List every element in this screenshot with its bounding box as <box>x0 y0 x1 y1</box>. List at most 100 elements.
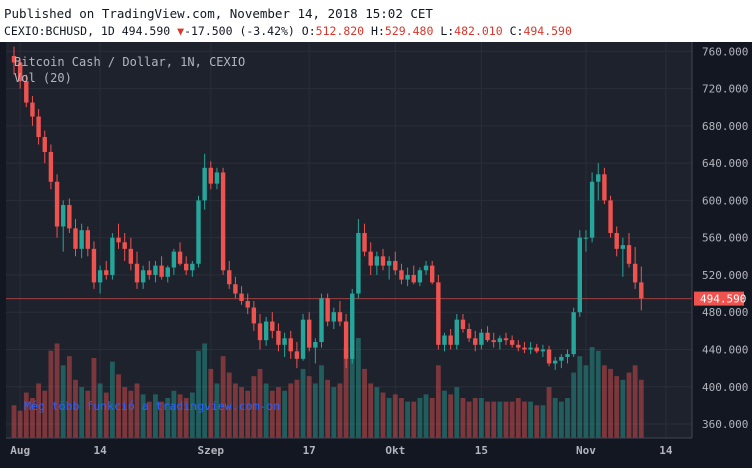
volume-bar <box>177 394 183 438</box>
candle-body <box>411 274 416 283</box>
volume-bar <box>202 343 208 438</box>
volume-bar <box>356 338 361 438</box>
volume-bar <box>405 401 410 438</box>
low-label: L: <box>440 24 455 38</box>
candle-body <box>239 293 244 302</box>
volume-bar <box>42 390 48 438</box>
candle-body <box>522 347 527 350</box>
volume-bar <box>608 368 613 438</box>
volume-bar <box>23 392 29 438</box>
published-line: Published on TradingView.com, November 1… <box>4 6 433 21</box>
volume-bar <box>134 383 140 438</box>
x-tick-label: 14 <box>659 444 673 457</box>
watermark-link[interactable]: Még több funkció a tradingview.com-on <box>24 399 280 413</box>
volume-bar <box>36 383 41 438</box>
candle-body <box>423 265 429 271</box>
candle-body <box>546 349 552 364</box>
last-price: 494.590 <box>121 24 171 38</box>
volume-bar <box>208 368 214 438</box>
y-tick-label: 720.000 <box>702 83 748 96</box>
x-tick-label: 14 <box>93 444 107 457</box>
price-axis[interactable]: 360.000 400.000 440.000 480.000 520.000 560.0… <box>702 45 748 431</box>
x-tick-label: Nov <box>576 444 596 457</box>
volume-bar <box>171 390 177 438</box>
volume-bar <box>288 383 294 438</box>
volume-bar <box>626 372 632 438</box>
candlestick-chart[interactable]: 360.000 400.000 440.000 480.000 520.000 560.0… <box>0 42 752 468</box>
candle-body <box>497 338 503 343</box>
volume-bar <box>571 372 577 438</box>
y-tick-label: 520.000 <box>702 269 748 282</box>
chart-header: Published on TradingView.com, November 1… <box>0 0 752 42</box>
volume-bar <box>116 374 121 438</box>
volume-bar <box>269 390 275 438</box>
candle-body <box>553 360 558 364</box>
candle-body <box>368 251 373 266</box>
volume-bar <box>589 347 595 438</box>
y-tick-label: 360.000 <box>702 418 748 431</box>
candle-body <box>331 312 336 322</box>
volume-bar <box>251 376 257 438</box>
candle-body <box>48 151 54 182</box>
volume-bar <box>60 365 66 438</box>
candle-body <box>430 265 435 283</box>
candle-body <box>386 260 392 266</box>
volume-bar <box>528 401 533 438</box>
candle-body <box>227 270 232 285</box>
candle-body <box>589 181 595 238</box>
volume-bar <box>411 401 417 438</box>
candle-body <box>190 263 195 271</box>
volume-bar <box>374 387 380 438</box>
candle-body <box>54 181 60 227</box>
volume-bar <box>435 365 441 438</box>
volume-bar <box>362 368 367 438</box>
volume-bar <box>546 387 552 438</box>
volume-bar <box>614 376 620 438</box>
candle-body <box>417 270 423 283</box>
candle-body <box>208 167 213 184</box>
volume-bar <box>263 383 269 438</box>
candle-body <box>17 62 23 82</box>
time-axis[interactable]: Aug 14 Szep 17 Okt 15 Nov 14 <box>10 444 673 457</box>
y-tick-label: 560.000 <box>702 232 748 245</box>
y-tick-label: 680.000 <box>702 120 748 133</box>
candle-body <box>196 200 201 264</box>
candle-body <box>91 248 97 283</box>
candle-body <box>42 137 47 152</box>
y-tick-label: 600.000 <box>702 194 748 207</box>
high-label: H: <box>371 24 385 38</box>
volume-bar <box>146 401 152 438</box>
candle-body <box>30 102 35 117</box>
candle-body <box>460 319 466 329</box>
candle-body <box>140 270 146 283</box>
volume-bar <box>189 392 195 438</box>
volume-bar <box>325 379 331 438</box>
candle-body <box>577 237 582 313</box>
volume-bar <box>558 401 564 438</box>
chart-area[interactable]: 360.000 400.000 440.000 480.000 520.000 560.0… <box>0 42 752 468</box>
candle-body <box>380 256 386 266</box>
candle-body <box>350 293 355 359</box>
open-value: 512.820 <box>315 24 365 38</box>
volume-bar <box>159 401 164 438</box>
volume-bar <box>220 356 226 438</box>
volume-bar <box>392 394 398 438</box>
candle-body <box>97 270 103 283</box>
candle-body <box>356 233 361 294</box>
volume-bar <box>54 343 60 438</box>
volume-bar <box>11 405 17 438</box>
x-tick-label: 15 <box>475 444 488 457</box>
candle-body <box>214 172 220 184</box>
candle-body <box>559 356 564 361</box>
candle-body <box>165 267 170 277</box>
volume-bar <box>226 372 232 438</box>
volume-bars <box>11 338 644 438</box>
candle-body <box>257 323 263 341</box>
candle-body <box>147 270 152 275</box>
candle-body <box>528 347 533 350</box>
candle-body <box>571 312 576 355</box>
volume-bar <box>183 398 189 438</box>
candle-body <box>608 200 613 234</box>
volume-bar <box>595 350 601 438</box>
y-tick-label: 760.000 <box>702 45 748 58</box>
